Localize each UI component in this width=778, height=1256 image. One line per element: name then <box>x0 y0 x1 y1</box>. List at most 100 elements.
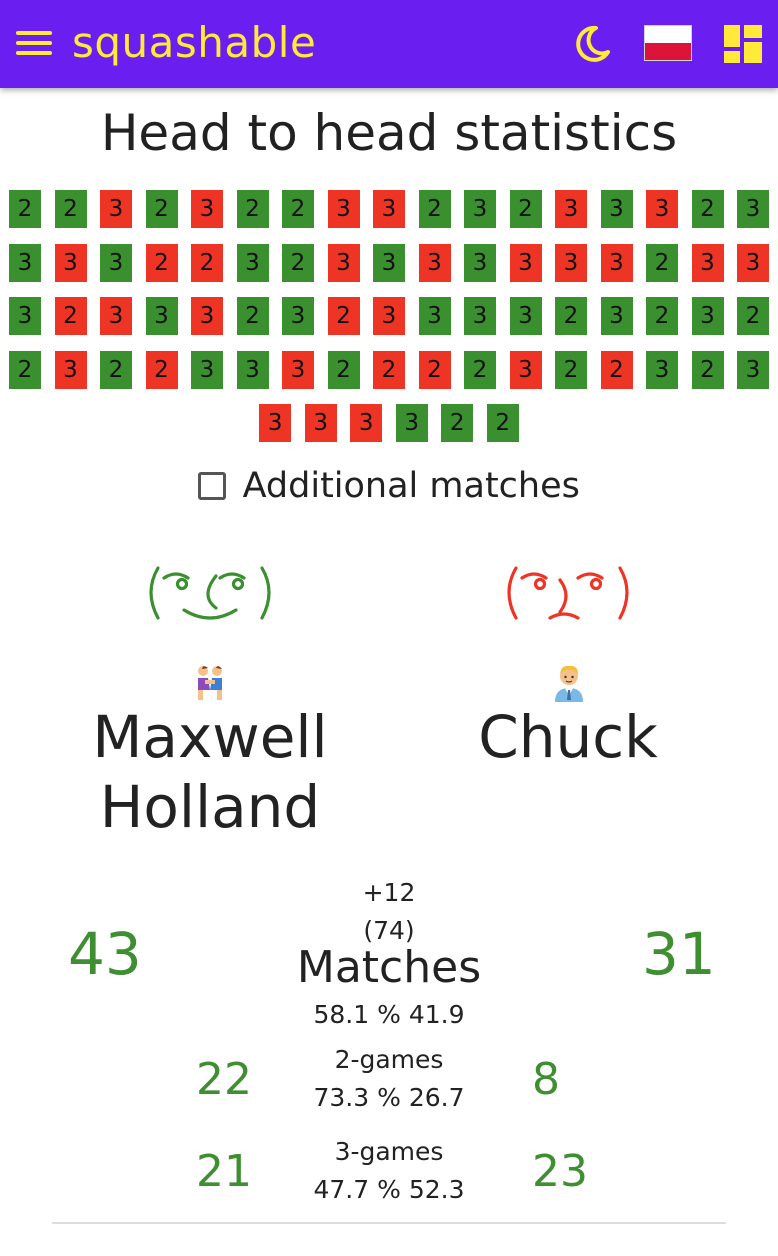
match-result-win[interactable]: 2 <box>691 190 724 228</box>
match-result-win[interactable]: 2 <box>509 190 542 228</box>
match-result-loss[interactable]: 3 <box>509 243 542 282</box>
match-result-win[interactable]: 2 <box>9 190 41 228</box>
match-result-win[interactable]: 2 <box>9 350 41 389</box>
two-games-percentage: 73.3 % 26.7 <box>313 1083 465 1112</box>
match-result-loss[interactable]: 3 <box>691 243 724 282</box>
match-result-loss[interactable]: 2 <box>373 350 405 389</box>
match-result-loss[interactable]: 3 <box>555 243 587 282</box>
match-result-win[interactable]: 3 <box>9 297 41 335</box>
match-result-win[interactable]: 2 <box>145 190 178 228</box>
match-result-loss[interactable]: 3 <box>600 243 633 282</box>
match-result-loss[interactable]: 2 <box>145 243 178 282</box>
wrestlers-icon <box>198 666 222 700</box>
app-brand[interactable]: squashable <box>72 18 317 67</box>
match-result-loss[interactable]: 3 <box>304 404 337 442</box>
match-result-loss[interactable]: 2 <box>327 297 360 335</box>
match-result-loss[interactable]: 3 <box>191 297 223 335</box>
office-worker-icon <box>555 665 583 702</box>
matches-label: Matches <box>296 942 482 993</box>
match-result-loss[interactable]: 3 <box>418 243 451 282</box>
player2-name[interactable]: Chuck <box>478 703 658 771</box>
match-result-win[interactable]: 2 <box>737 297 769 335</box>
match-result-loss[interactable]: 3 <box>100 190 132 228</box>
match-result-win[interactable]: 2 <box>282 243 314 282</box>
matches-difference: +12 <box>362 878 416 907</box>
top-app-bar: squashable <box>0 0 778 88</box>
match-result-loss[interactable]: 3 <box>350 404 383 442</box>
match-result-win[interactable]: 2 <box>327 350 360 389</box>
match-result-loss[interactable]: 3 <box>327 190 360 228</box>
match-result-win[interactable]: 2 <box>236 297 269 335</box>
menu-icon[interactable] <box>16 29 52 57</box>
match-result-win[interactable]: 2 <box>418 190 451 228</box>
match-result-win[interactable]: 3 <box>282 297 314 335</box>
match-result-win[interactable]: 3 <box>373 243 405 282</box>
match-result-win[interactable]: 3 <box>395 404 428 442</box>
match-result-win[interactable]: 3 <box>464 297 496 335</box>
match-result-loss[interactable]: 3 <box>327 243 360 282</box>
match-result-win[interactable]: 3 <box>145 297 178 335</box>
match-result-win[interactable]: 2 <box>646 297 678 335</box>
match-result-win[interactable]: 3 <box>100 243 132 282</box>
match-result-win[interactable]: 3 <box>509 297 542 335</box>
match-result-loss[interactable]: 2 <box>145 350 178 389</box>
match-result-loss[interactable]: 3 <box>555 190 587 228</box>
match-result-win[interactable]: 3 <box>9 243 41 282</box>
match-result-loss[interactable]: 3 <box>373 297 405 335</box>
match-result-loss[interactable]: 3 <box>259 404 292 442</box>
match-result-win[interactable]: 2 <box>54 190 87 228</box>
match-result-win[interactable]: 2 <box>555 297 587 335</box>
match-result-win[interactable]: 3 <box>418 297 451 335</box>
match-result-win[interactable]: 3 <box>236 350 269 389</box>
match-result-win[interactable]: 3 <box>600 190 633 228</box>
match-result-win[interactable]: 3 <box>236 243 269 282</box>
match-result-win[interactable]: 2 <box>441 404 474 442</box>
match-result-loss[interactable]: 3 <box>54 350 87 389</box>
match-result-loss[interactable]: 3 <box>282 350 314 389</box>
match-result-win[interactable]: 2 <box>646 243 678 282</box>
match-result-loss[interactable]: 3 <box>191 190 223 228</box>
player1-last-name: Holland <box>99 773 321 841</box>
match-result-win[interactable]: 2 <box>555 350 587 389</box>
match-result-loss[interactable]: 2 <box>191 243 223 282</box>
match-result-win[interactable]: 2 <box>100 350 132 389</box>
match-result-loss[interactable]: 2 <box>600 350 633 389</box>
match-result-win[interactable]: 2 <box>236 190 269 228</box>
additional-matches-toggle[interactable]: Additional matches <box>0 466 778 510</box>
matches-percentage: 58.1 % 41.9 <box>313 1000 465 1029</box>
match-result-loss[interactable]: 3 <box>509 350 542 389</box>
match-result-win[interactable]: 3 <box>691 297 724 335</box>
player1-matches-won: 43 <box>68 920 142 988</box>
dashboard-icon[interactable] <box>724 25 762 63</box>
match-result-win[interactable]: 2 <box>464 350 496 389</box>
polish-flag-icon[interactable] <box>644 25 692 61</box>
player2-two-game-wins: 8 <box>532 1054 560 1105</box>
additional-matches-label[interactable]: Additional matches <box>242 466 580 506</box>
match-result-loss[interactable]: 3 <box>737 243 769 282</box>
match-result-win[interactable]: 3 <box>737 190 769 228</box>
moon-icon[interactable] <box>572 24 612 64</box>
match-result-loss[interactable]: 3 <box>373 190 405 228</box>
match-result-win[interactable]: 3 <box>464 243 496 282</box>
match-result-win[interactable]: 3 <box>191 350 223 389</box>
match-result-win[interactable]: 3 <box>600 297 633 335</box>
additional-matches-checkbox[interactable] <box>198 472 227 500</box>
match-result-loss[interactable]: 2 <box>54 297 87 335</box>
match-result-win[interactable]: 2 <box>486 404 519 442</box>
match-result-loss[interactable]: 3 <box>100 297 132 335</box>
match-result-win[interactable]: 2 <box>691 350 724 389</box>
player1-two-game-wins: 22 <box>196 1054 252 1105</box>
player1-three-game-wins: 21 <box>196 1146 252 1197</box>
match-result-loss[interactable]: 2 <box>418 350 451 389</box>
player1-name[interactable]: Maxwell Holland <box>40 702 380 842</box>
lenny-face-happy-icon <box>149 566 271 620</box>
match-result-win[interactable]: 3 <box>464 190 496 228</box>
match-result-win[interactable]: 3 <box>646 350 678 389</box>
match-result-win[interactable]: 3 <box>737 350 769 389</box>
match-result-win[interactable]: 2 <box>282 190 314 228</box>
match-result-loss[interactable]: 3 <box>646 190 678 228</box>
match-result-loss[interactable]: 3 <box>54 243 87 282</box>
